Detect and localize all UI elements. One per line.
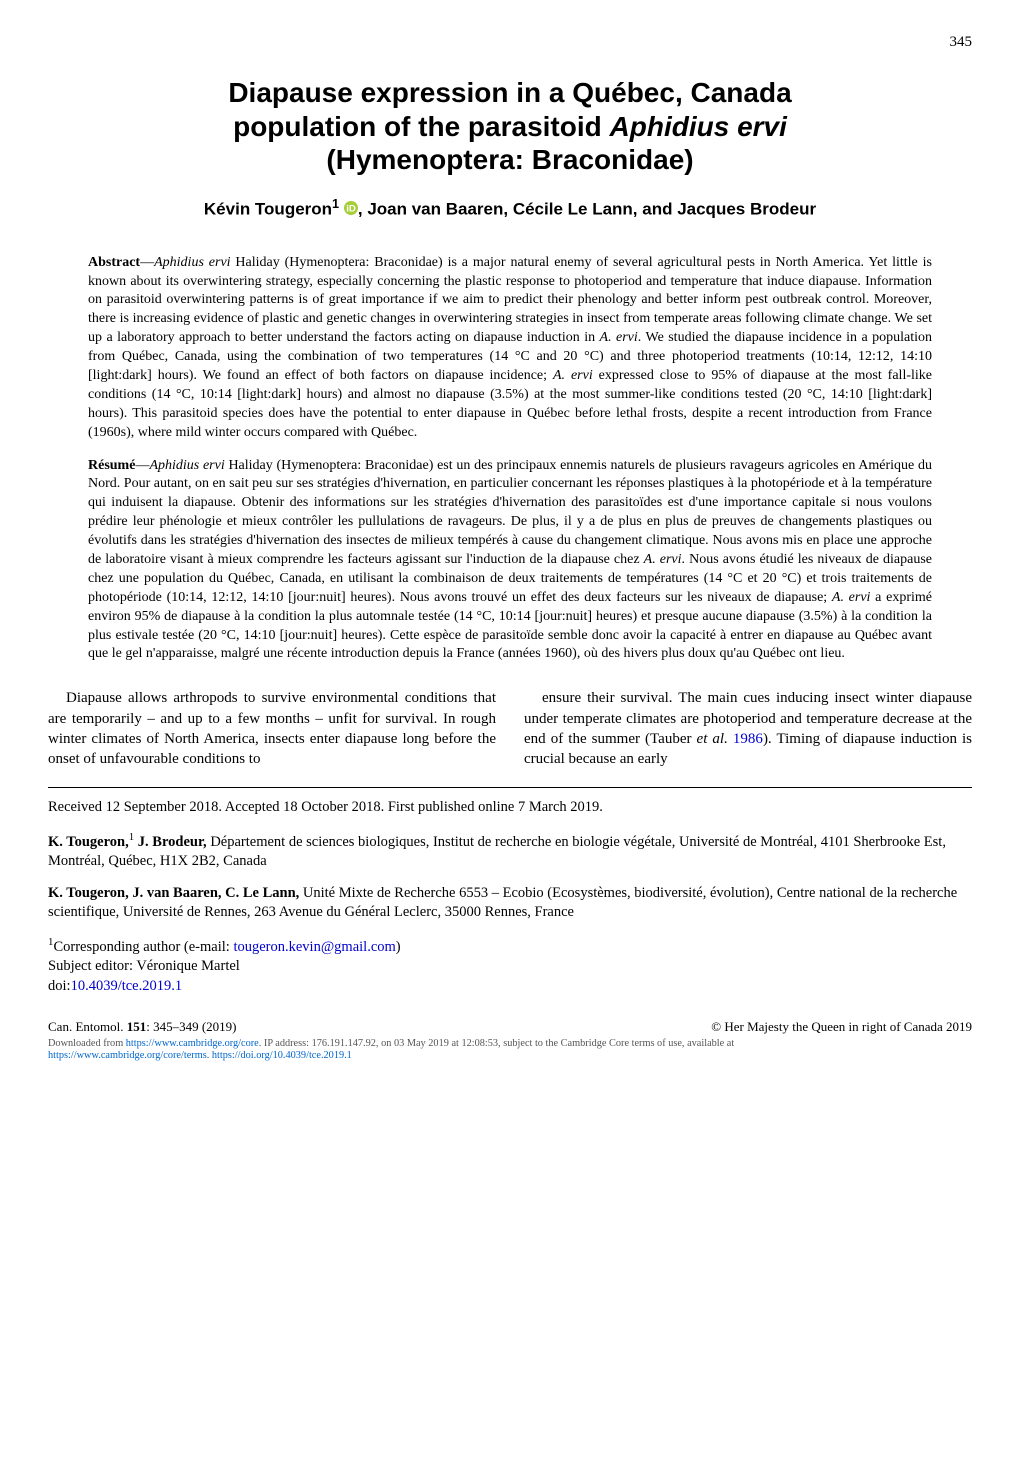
- separator-rule: [48, 787, 972, 788]
- corresponding-author: 1Corresponding author (e-mail: tougeron.…: [48, 935, 972, 957]
- body-columns: Diapause allows arthropods to survive en…: [48, 688, 972, 769]
- footer-volume: 151: [127, 1019, 147, 1034]
- resume-species: Aphidius ervi: [149, 458, 224, 473]
- author-list: Kévin Tougeron1 iD , Joan van Baaren, Cé…: [48, 195, 972, 222]
- doi-label: doi:: [48, 978, 71, 994]
- author-rest: , Joan van Baaren, Cécile Le Lann, and J…: [358, 200, 816, 219]
- corresponding-email-link[interactable]: tougeron.kevin@gmail.com: [233, 939, 395, 955]
- abstract-species2: A. ervi: [600, 330, 638, 345]
- download-url3[interactable]: https://doi.org/10.4039/tce.2019.1: [212, 1050, 352, 1061]
- doi-link[interactable]: 10.4039/tce.2019.1: [71, 978, 183, 994]
- doi-line: doi:10.4039/tce.2019.1: [48, 977, 972, 997]
- subject-editor: Subject editor: Véronique Martel: [48, 957, 972, 977]
- download-url1[interactable]: https://www.cambridge.org/core: [126, 1038, 259, 1049]
- resume-dash: —: [135, 458, 149, 473]
- author-sup: 1: [332, 196, 339, 211]
- body-col-left: Diapause allows arthropods to survive en…: [48, 688, 496, 769]
- orcid-icon[interactable]: iD: [344, 199, 358, 213]
- body-col-right: ensure their survival. The main cues ind…: [524, 688, 972, 769]
- footer-journal: Can. Entomol.: [48, 1019, 127, 1034]
- aff1-names: K. Tougeron,: [48, 834, 129, 850]
- title-line2-pre: population of the parasitoid: [233, 111, 609, 142]
- body-etal: et al.: [697, 731, 728, 747]
- abstract-dash: —: [140, 255, 154, 270]
- resume-label: Résumé: [88, 458, 135, 473]
- footer-left: Can. Entomol. 151: 345–349 (2019): [48, 1018, 237, 1036]
- aff1-names2: J. Brodeur,: [134, 834, 207, 850]
- citation-year[interactable]: 1986: [728, 731, 763, 747]
- footer-pages: : 345–349 (2019): [146, 1019, 236, 1034]
- body-para-right: ensure their survival. The main cues ind…: [524, 688, 972, 769]
- download-note: Downloaded from https://www.cambridge.or…: [48, 1038, 972, 1063]
- corresponding-close: ): [396, 939, 401, 955]
- title-line3: (Hymenoptera: Braconidae): [326, 144, 693, 175]
- abstract-species: Aphidius ervi: [154, 255, 230, 270]
- resume-species2: A. ervi: [644, 552, 682, 567]
- resume-text1: Haliday (Hymenoptera: Braconidae) est un…: [88, 458, 932, 567]
- resume-species3: A. ervi: [832, 590, 871, 605]
- download-mid: . IP address: 176.191.147.92, on 03 May …: [259, 1038, 734, 1049]
- received-dates: Received 12 September 2018. Accepted 18 …: [48, 798, 972, 818]
- download-pre: Downloaded from: [48, 1038, 126, 1049]
- corresponding-text: Corresponding author (e-mail:: [53, 939, 233, 955]
- article-title: Diapause expression in a Québec, Canada …: [48, 76, 972, 177]
- abstract-label: Abstract: [88, 255, 140, 270]
- author-primary: Kévin Tougeron: [204, 200, 332, 219]
- page-number: 345: [48, 32, 972, 52]
- affiliation-2: K. Tougeron, J. van Baaren, C. Le Lann, …: [48, 884, 972, 923]
- resume-block: Résumé—Aphidius ervi Haliday (Hymenopter…: [88, 457, 932, 665]
- affiliation-1: K. Tougeron,1 J. Brodeur, Département de…: [48, 830, 972, 872]
- title-species: Aphidius ervi: [610, 111, 787, 142]
- aff2-names: K. Tougeron, J. van Baaren, C. Le Lann,: [48, 885, 299, 901]
- abstract-block: Abstract—Aphidius ervi Haliday (Hymenopt…: [88, 254, 932, 443]
- footer-right: © Her Majesty the Queen in right of Cana…: [711, 1018, 972, 1036]
- abstract-species3: A. ervi: [553, 368, 593, 383]
- body-para-left: Diapause allows arthropods to survive en…: [48, 688, 496, 769]
- download-url2[interactable]: https://www.cambridge.org/core/terms: [48, 1050, 207, 1061]
- footer-bar: Can. Entomol. 151: 345–349 (2019) © Her …: [48, 1018, 972, 1036]
- title-line1: Diapause expression in a Québec, Canada: [228, 77, 791, 108]
- svg-text:iD: iD: [346, 203, 356, 214]
